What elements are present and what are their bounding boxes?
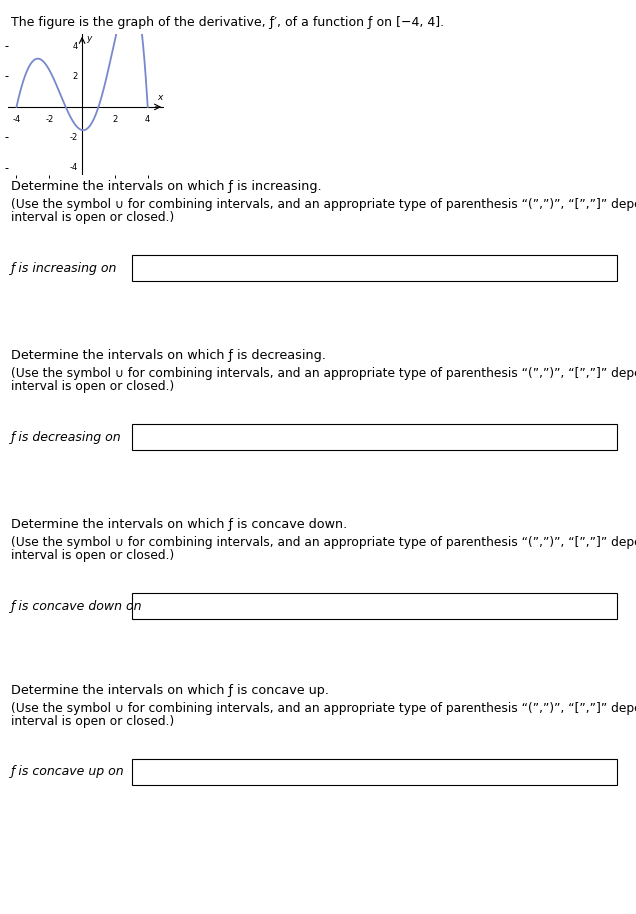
Text: interval is open or closed.): interval is open or closed.) bbox=[11, 380, 175, 393]
Text: interval is open or closed.): interval is open or closed.) bbox=[11, 715, 175, 728]
Text: ƒ is concave down on: ƒ is concave down on bbox=[11, 600, 143, 612]
Text: -2: -2 bbox=[70, 133, 78, 142]
Text: Determine the intervals on which ƒ is concave down.: Determine the intervals on which ƒ is co… bbox=[11, 518, 348, 531]
Text: ƒ is concave up on: ƒ is concave up on bbox=[11, 765, 125, 778]
Text: ƒ is decreasing on: ƒ is decreasing on bbox=[11, 430, 122, 443]
Text: 2: 2 bbox=[113, 115, 118, 124]
Text: 4: 4 bbox=[73, 41, 78, 50]
Text: ƒ is increasing on: ƒ is increasing on bbox=[11, 261, 118, 274]
Text: interval is open or closed.): interval is open or closed.) bbox=[11, 549, 175, 562]
Text: (Use the symbol ∪ for combining intervals, and an appropriate type of parenthesi: (Use the symbol ∪ for combining interval… bbox=[11, 702, 636, 715]
Text: (Use the symbol ∪ for combining intervals, and an appropriate type of parenthesi: (Use the symbol ∪ for combining interval… bbox=[11, 198, 636, 211]
Text: Determine the intervals on which ƒ is increasing.: Determine the intervals on which ƒ is in… bbox=[11, 180, 322, 193]
Text: 4: 4 bbox=[145, 115, 150, 124]
Text: 2: 2 bbox=[73, 72, 78, 81]
Text: -2: -2 bbox=[45, 115, 53, 124]
Text: (Use the symbol ∪ for combining intervals, and an appropriate type of parenthesi: (Use the symbol ∪ for combining interval… bbox=[11, 537, 636, 549]
Text: The figure is the graph of the derivative, ƒ′, of a function ƒ on [−4, 4].: The figure is the graph of the derivativ… bbox=[11, 16, 445, 29]
Text: interval is open or closed.): interval is open or closed.) bbox=[11, 211, 175, 224]
Text: -4: -4 bbox=[12, 115, 20, 124]
Text: Determine the intervals on which ƒ is decreasing.: Determine the intervals on which ƒ is de… bbox=[11, 349, 326, 362]
Text: y: y bbox=[86, 34, 92, 43]
Text: (Use the symbol ∪ for combining intervals, and an appropriate type of parenthesi: (Use the symbol ∪ for combining interval… bbox=[11, 367, 636, 380]
Text: -4: -4 bbox=[70, 164, 78, 173]
Text: Determine the intervals on which ƒ is concave up.: Determine the intervals on which ƒ is co… bbox=[11, 684, 329, 696]
Text: x: x bbox=[157, 93, 163, 102]
